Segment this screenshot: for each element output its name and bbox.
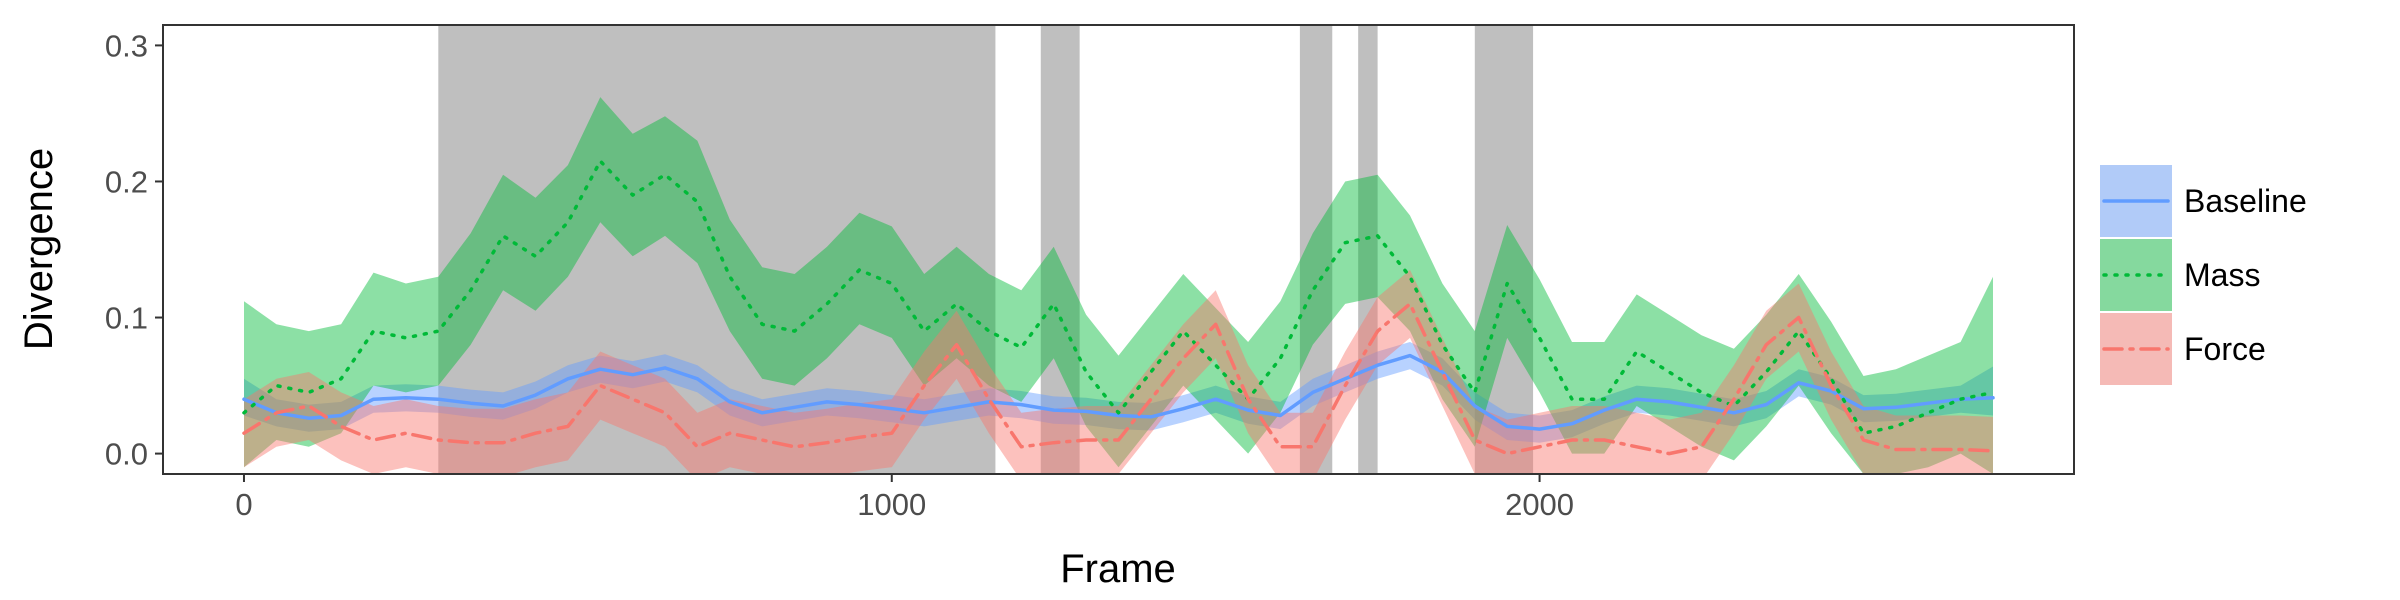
- shaded-region-4: [1358, 25, 1378, 474]
- y-axis-ticks: 0.0 0.1 0.2 0.3: [105, 28, 163, 472]
- y-tick-label-0.2: 0.2: [105, 164, 148, 199]
- legend-item-mass: Mass: [2100, 239, 2260, 311]
- x-axis: 0 1000 2000 Frame: [235, 474, 1574, 591]
- plot-border: [162, 24, 2075, 475]
- line-force: [242, 302, 1995, 456]
- line-mass: [242, 159, 1995, 435]
- series-lines: [242, 159, 1995, 456]
- y-axis-title: Divergence: [17, 148, 61, 350]
- legend-item-force: Force: [2100, 313, 2266, 385]
- y-tick-label-0.1: 0.1: [105, 301, 148, 336]
- y-axis: 0.0 0.1 0.2 0.3 Divergence: [17, 28, 163, 472]
- y-tick-label-0.3: 0.3: [105, 28, 148, 63]
- x-axis-title: Frame: [1060, 547, 1176, 591]
- line-baseline: [242, 353, 1995, 431]
- x-tick-label-1000: 1000: [857, 487, 926, 522]
- legend-item-baseline: Baseline: [2100, 165, 2307, 237]
- band-mass: [244, 97, 1993, 474]
- plot-area: [242, 25, 1995, 474]
- x-tick-label-2000: 2000: [1505, 487, 1574, 522]
- legend: Baseline Mass Force: [2100, 165, 2307, 385]
- legend-label-baseline: Baseline: [2184, 183, 2307, 219]
- shaded-region-2: [1040, 25, 1080, 474]
- band-force: [244, 269, 1993, 474]
- shaded-region-5: [1474, 25, 1534, 474]
- x-tick-label-0: 0: [235, 487, 252, 522]
- legend-label-mass: Mass: [2184, 257, 2260, 293]
- band-baseline: [244, 342, 1993, 443]
- legend-label-force: Force: [2184, 331, 2266, 367]
- y-tick-label-0.0: 0.0: [105, 437, 148, 472]
- x-axis-ticks: 0 1000 2000: [235, 474, 1574, 522]
- confidence-bands: [244, 97, 1993, 474]
